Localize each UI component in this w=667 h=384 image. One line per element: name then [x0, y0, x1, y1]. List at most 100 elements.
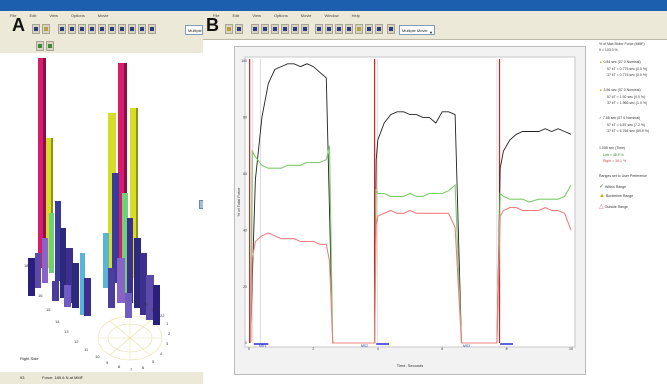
range-borderline: ▲ Borderline Range: [599, 193, 633, 199]
menu-movie[interactable]: Movie: [97, 13, 109, 18]
menu-window[interactable]: Window: [324, 13, 339, 18]
x-tick-label: 8: [506, 347, 508, 351]
floor-grid: [97, 315, 163, 361]
cursor-button[interactable]: [365, 24, 373, 34]
panel-a-window: File Edit View Options Movie Multiple: [0, 0, 203, 384]
chevron-down-icon: ▼: [429, 30, 433, 35]
axis-number: 11: [84, 347, 89, 352]
next-frame-button[interactable]: [291, 24, 299, 34]
panel-a-titlebar[interactable]: [0, 0, 203, 11]
y-axis-label: % of Total Force: [236, 187, 241, 217]
marker-ms2: MS2: [361, 344, 368, 348]
legend-time: 1.008 sec (Time): [599, 146, 626, 150]
legend-entry-line: 57 kT = 0.775 sec (0.0 %): [607, 67, 648, 71]
axis-number: 8: [118, 364, 121, 369]
zoom-button[interactable]: [148, 24, 156, 34]
legend-panel: % of Max Motor Force (MMF) 0 = 100.0 % ▲…: [593, 40, 667, 380]
panel-a-toolbar: Multiple: [0, 21, 203, 40]
play-button[interactable]: [78, 24, 86, 34]
frame-button[interactable]: [138, 24, 146, 34]
axis-number: 7: [130, 367, 133, 372]
record-button[interactable]: [128, 24, 136, 34]
legend-entry[interactable]: ▲ 0.84 sec (07 0 Nominal): [599, 60, 641, 64]
legend-entry[interactable]: ✓ 7.05 sec (07 0 Nominal): [599, 116, 640, 120]
axis-number: 10: [95, 354, 100, 359]
x-ticks: 0 2 4 6 8 10: [248, 347, 573, 351]
open-button[interactable]: [32, 24, 40, 34]
menu-file[interactable]: File: [213, 13, 220, 18]
series-line-1: [250, 63, 572, 344]
legend-entry[interactable]: ▲ 3.96 sec (07 0 Nominal): [599, 88, 641, 92]
axis-number: 20: [143, 302, 148, 307]
axis-number: 19: [133, 299, 138, 304]
panel-b-titlebar[interactable]: [203, 0, 667, 11]
axis-number: 15: [46, 307, 51, 312]
menu-view[interactable]: View: [252, 13, 261, 18]
check-icon: ✓: [599, 184, 605, 190]
menu-options[interactable]: Options: [70, 13, 85, 18]
y-ticks: 0 20 40 60 80 100: [241, 59, 247, 345]
next-frame-button[interactable]: [98, 24, 106, 34]
view-2d-button[interactable]: [46, 41, 54, 51]
frame-button[interactable]: [325, 24, 333, 34]
stop-button[interactable]: [281, 24, 289, 34]
pointer-button[interactable]: [42, 24, 50, 34]
x-axis-label: Time, Seconds: [397, 363, 424, 368]
warning-icon: ▲: [599, 193, 605, 199]
panel-b-toolbar: Multiple Movie ▼: [203, 21, 667, 40]
stop-button[interactable]: [88, 24, 96, 34]
y-tick-label: 40: [243, 228, 247, 232]
axis-number: 13: [64, 329, 69, 334]
series-line-2: [250, 145, 572, 344]
menu-file[interactable]: File: [10, 13, 17, 18]
pointer-button[interactable]: [235, 24, 243, 34]
legend-entry-line: 37 kT = 1.966 sec (1.0 %): [607, 101, 648, 105]
menu-edit[interactable]: Edit: [29, 13, 37, 18]
options-button[interactable]: [345, 24, 353, 34]
range-label: Within Range: [605, 185, 627, 189]
axis-number: 16: [38, 293, 43, 298]
first-frame-button[interactable]: [251, 24, 259, 34]
menu-movie[interactable]: Movie: [300, 13, 312, 18]
y-tick-label: 0: [245, 341, 247, 345]
settings-button[interactable]: [387, 24, 395, 34]
view-3d-button[interactable]: [36, 41, 44, 51]
chart-window: 0 20 40 60 80 100 0 2 4 6 8 10 % of Total Force Ti…: [234, 46, 586, 375]
loop-button[interactable]: [118, 24, 126, 34]
warning-icon: ▲: [599, 60, 603, 64]
axis-number: 18: [24, 263, 29, 268]
last-frame-button[interactable]: [301, 24, 309, 34]
record-button[interactable]: [315, 24, 323, 34]
zoom-button[interactable]: [335, 24, 343, 34]
first-frame-button[interactable]: [58, 24, 66, 34]
last-frame-button[interactable]: [108, 24, 116, 34]
axis-number: 2: [168, 331, 171, 336]
prev-frame-button[interactable]: [68, 24, 76, 34]
legend-entry-line: 57 kT = 6.87 sec (7.2 %): [607, 123, 646, 127]
y-tick-label: 20: [243, 285, 247, 289]
menu-edit[interactable]: Edit: [232, 13, 240, 18]
left-foot-bars: [28, 58, 91, 316]
range-within: ✓ Within Range: [599, 183, 626, 190]
axis-number: 1: [166, 321, 169, 326]
prev-frame-button[interactable]: [261, 24, 269, 34]
menu-options[interactable]: Options: [273, 13, 288, 18]
flag-button[interactable]: [355, 24, 363, 34]
movie-select[interactable]: Multiple: [185, 25, 203, 35]
axis-number: 14: [55, 319, 60, 324]
marker-ms1: MS1: [259, 344, 266, 348]
range-outside: △ Outside Range: [599, 203, 628, 210]
movie-select-value: Multiple Movie: [402, 28, 428, 33]
warning-icon: ▲: [599, 88, 603, 92]
right-foot-bars: [103, 63, 160, 325]
open-button[interactable]: [225, 24, 233, 34]
export-button[interactable]: [375, 24, 383, 34]
menu-help[interactable]: Help: [351, 13, 360, 18]
status-text: Force: 185.6 N at MMF: [42, 375, 84, 380]
menu-view[interactable]: View: [49, 13, 58, 18]
range-label: Borderline Range: [605, 194, 634, 198]
legend-header: % of Max Motor Force (MMF): [599, 42, 645, 46]
x-tick-label: 0: [248, 347, 250, 351]
movie-select[interactable]: Multiple Movie ▼: [399, 25, 435, 35]
play-button[interactable]: [271, 24, 279, 34]
